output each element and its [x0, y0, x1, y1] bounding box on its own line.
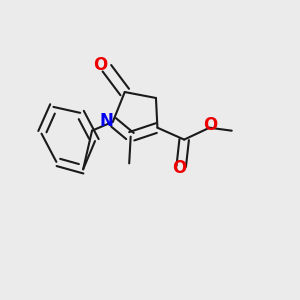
Text: N: N — [100, 112, 114, 130]
Text: O: O — [93, 56, 107, 74]
Text: O: O — [203, 116, 218, 134]
Text: O: O — [172, 159, 187, 177]
